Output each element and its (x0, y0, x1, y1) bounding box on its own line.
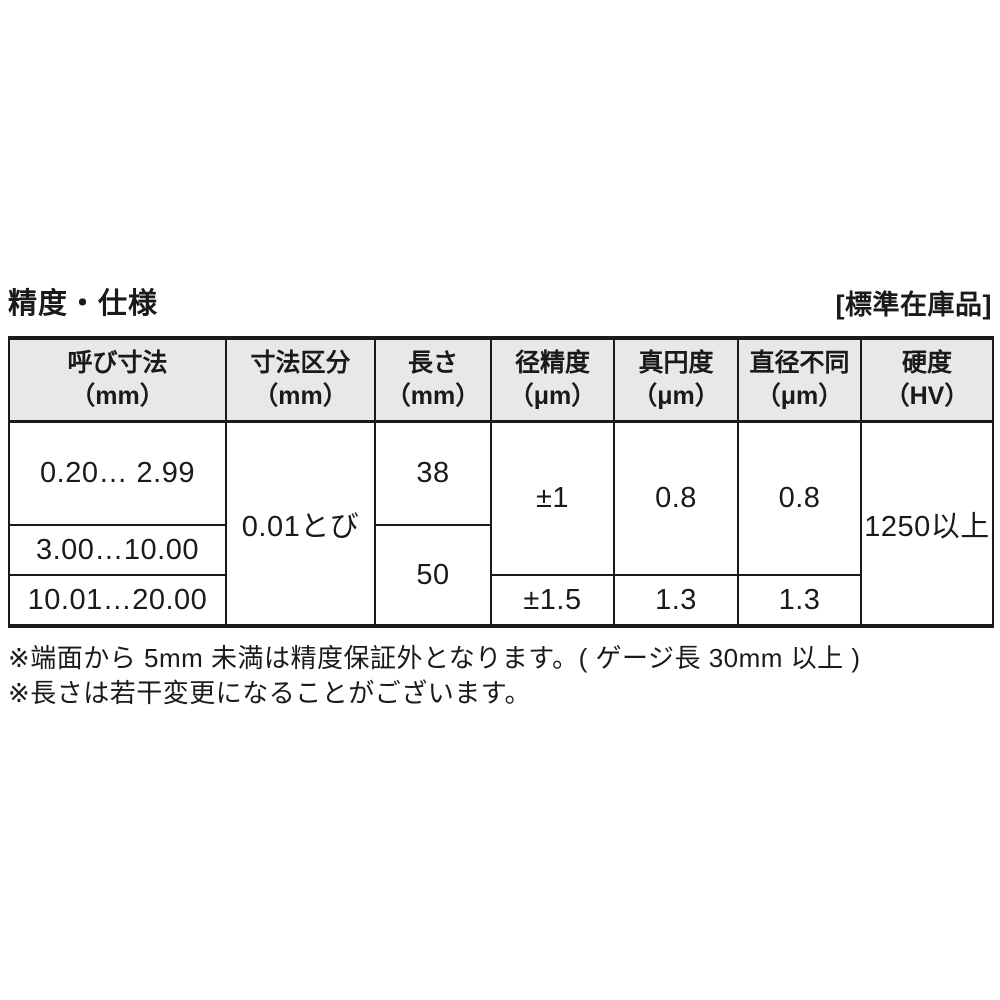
col-label: 呼び寸法 (67, 349, 168, 377)
col-header-size-increment: 寸法区分 （mm） (225, 337, 376, 423)
col-label: 寸法区分 (250, 349, 351, 377)
cell-diameter-variation-upper: 0.8 (737, 420, 862, 576)
cell-diameter-accuracy-upper: ±1 (490, 420, 615, 576)
spec-table: 呼び寸法 （mm） 寸法区分 （mm） 長さ （mm） 径精度 （μm） (8, 336, 994, 628)
cell-diameter-accuracy-lower: ±1.5 (490, 574, 615, 627)
col-label: 直径不同 (749, 349, 850, 377)
table-row: 3.00…10.00 50 (8, 524, 993, 627)
col-header-hardness: 硬度 （HV） (860, 337, 994, 423)
col-label: 長さ (407, 349, 458, 377)
col-unit: （HV） (884, 382, 970, 410)
col-unit: （mm） (253, 382, 348, 410)
section-titlebar: 精度・仕様 [標準在庫品] (8, 280, 992, 322)
footnote-accuracy-guarantee: ※端面から 5mm 未満は精度保証外となります。( ゲージ長 30mm 以上 ) (8, 643, 861, 673)
spec-section: 精度・仕様 [標準在庫品] 呼び寸法 （mm） (8, 280, 994, 710)
footnote-length-change: ※長さは若干変更になることがございます。 (8, 677, 532, 708)
cell-hardness: 1250以上 (860, 420, 994, 627)
stock-status-label: [標準在庫品] (835, 290, 992, 320)
cell-nominal-size-1: 0.20… 2.99 (8, 420, 227, 526)
footnotes: ※端面から 5mm 未満は精度保証外となります。( ゲージ長 30mm 以上 )… (8, 641, 992, 710)
col-header-roundness: 真円度 （μm） (613, 337, 739, 423)
cell-roundness-lower: 1.3 (613, 574, 739, 627)
col-header-diameter-variation: 直径不同 （μm） (737, 337, 862, 423)
page-title: 精度・仕様 (8, 288, 159, 320)
cell-nominal-size-3: 10.01…20.00 (8, 574, 227, 627)
cell-length-50: 50 (374, 524, 492, 627)
table-row: 0.20… 2.99 0.01とび 38 ±1 0.8 0.8 1250以上 (8, 420, 994, 627)
col-header-diameter-accuracy: 径精度 （μm） (490, 337, 615, 423)
cell-length-38: 38 (374, 420, 492, 526)
col-header-length: 長さ （mm） (374, 337, 492, 423)
cell-size-increment: 0.01とび (225, 420, 376, 627)
col-label: 硬度 (901, 349, 952, 377)
cell-nominal-size-2: 3.00…10.00 (8, 524, 227, 576)
col-unit: （μm） (508, 382, 597, 410)
col-unit: （μm） (632, 382, 720, 410)
col-unit: （mm） (70, 382, 165, 410)
col-header-nominal-size: 呼び寸法 （mm） (8, 337, 227, 423)
table-row: 10.01…20.00 ±1.5 1.3 1.3 (8, 574, 993, 627)
cell-roundness-upper: 0.8 (613, 420, 739, 576)
col-label: 径精度 (514, 349, 590, 377)
col-unit: （μm） (755, 382, 844, 410)
cell-diameter-variation-lower: 1.3 (737, 574, 862, 627)
col-unit: （mm） (385, 382, 481, 410)
header-row: 呼び寸法 （mm） 寸法区分 （mm） 長さ （mm） 径精度 （μm） (8, 337, 994, 423)
col-label: 真円度 (638, 349, 714, 377)
